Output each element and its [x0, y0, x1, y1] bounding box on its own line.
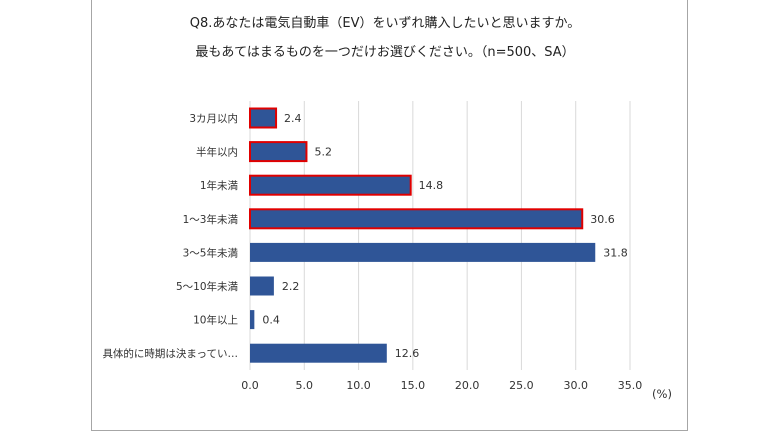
- category-label: 3～5年未満: [183, 246, 239, 259]
- chart-frame: [91, 0, 688, 431]
- data-label: 30.6: [590, 213, 615, 226]
- x-tick-label: 30.0: [563, 379, 588, 392]
- bar: [250, 276, 274, 296]
- chart-title-line2: 最もあてはまるものを一つだけお選びください。（n=500、SA）: [195, 45, 575, 60]
- bar: [249, 141, 308, 163]
- x-tick-label: 25.0: [509, 379, 534, 392]
- bar: [250, 310, 255, 330]
- data-label: 5.2: [314, 146, 332, 159]
- category-label: 1年未満: [200, 179, 239, 192]
- x-tick-label: 20.0: [455, 379, 480, 392]
- bar: [250, 242, 596, 262]
- category-label: 半年以内: [196, 146, 238, 159]
- x-tick-label: 15.0: [401, 379, 426, 392]
- category-label: 10年以上: [193, 314, 238, 327]
- x-axis-unit-label: (%): [652, 387, 672, 401]
- category-label: 3カ月以内: [189, 112, 238, 125]
- data-label: 2.2: [282, 280, 300, 293]
- data-label: 12.6: [395, 347, 420, 360]
- data-label: 14.8: [419, 179, 444, 192]
- data-label: 31.8: [603, 246, 628, 259]
- data-label: 0.4: [262, 314, 280, 327]
- chart-title-line1: Q8.あなたは電気自動車（EV）をいずれ購入したいと思いますか。: [189, 16, 581, 31]
- x-tick-label: 5.0: [296, 379, 314, 392]
- category-label: 5～10年未満: [176, 280, 239, 293]
- x-tick-label: 10.0: [346, 379, 371, 392]
- category-label: 具体的に時期は決まってい…: [102, 347, 238, 360]
- bar: [249, 174, 412, 196]
- bar: [250, 343, 387, 363]
- bar: [249, 208, 584, 230]
- category-label: 1～3年未満: [183, 213, 239, 226]
- data-label: 2.4: [284, 112, 302, 125]
- x-tick-label: 0.0: [241, 379, 259, 392]
- x-tick-label: 35.0: [618, 379, 643, 392]
- bar: [249, 107, 278, 129]
